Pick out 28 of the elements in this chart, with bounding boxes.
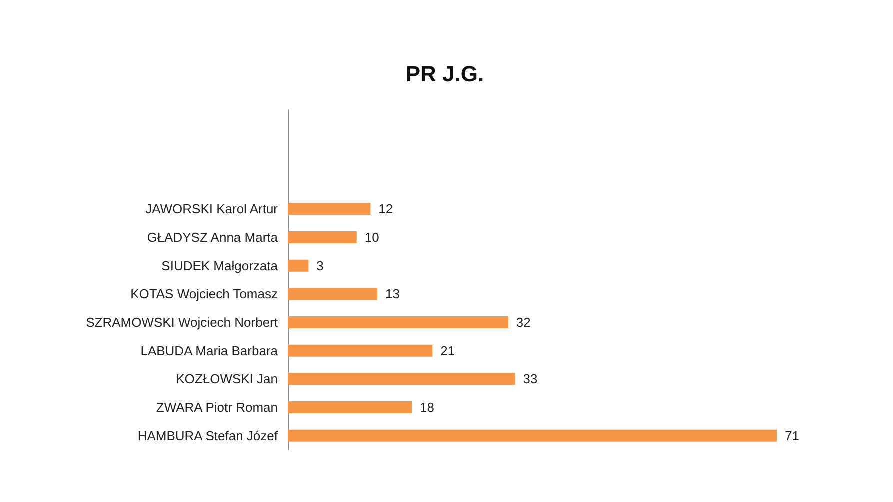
bar (288, 316, 508, 328)
data-label: 3 (316, 258, 324, 274)
y-tick-label: LABUDA Maria Barbara (140, 343, 279, 358)
data-label: 12 (378, 202, 394, 217)
bar (288, 288, 378, 300)
y-tick-label: GŁADYSZ Anna Marta (147, 230, 279, 245)
data-label: 32 (516, 315, 531, 330)
bar (288, 344, 433, 357)
y-tick-label: JAWORSKI Karol Artur (146, 202, 279, 217)
y-tick-label: KOTAS Wojciech Tomasz (130, 286, 278, 302)
bar (288, 373, 516, 386)
y-tick-label: KOZŁOWSKI Jan (176, 372, 278, 387)
data-label: 13 (386, 286, 400, 302)
chart-title: PR J.G. (406, 62, 484, 86)
data-label: 10 (364, 230, 380, 245)
y-tick-label: ZWARA Piotr Roman (156, 400, 278, 415)
data-label: 71 (785, 428, 800, 444)
bar (288, 430, 777, 442)
bar (288, 260, 309, 272)
data-label: 33 (523, 372, 538, 387)
y-tick-label: SZRAMOWSKI Wojciech Norbert (86, 315, 278, 330)
bar (288, 203, 371, 216)
data-label: 21 (440, 343, 456, 358)
bar (288, 402, 412, 414)
y-tick-label: SIUDEK Małgorzata (162, 258, 279, 274)
data-label: 18 (420, 400, 434, 415)
bar (288, 232, 357, 244)
y-tick-label: HAMBURA Stefan Józef (138, 428, 278, 444)
